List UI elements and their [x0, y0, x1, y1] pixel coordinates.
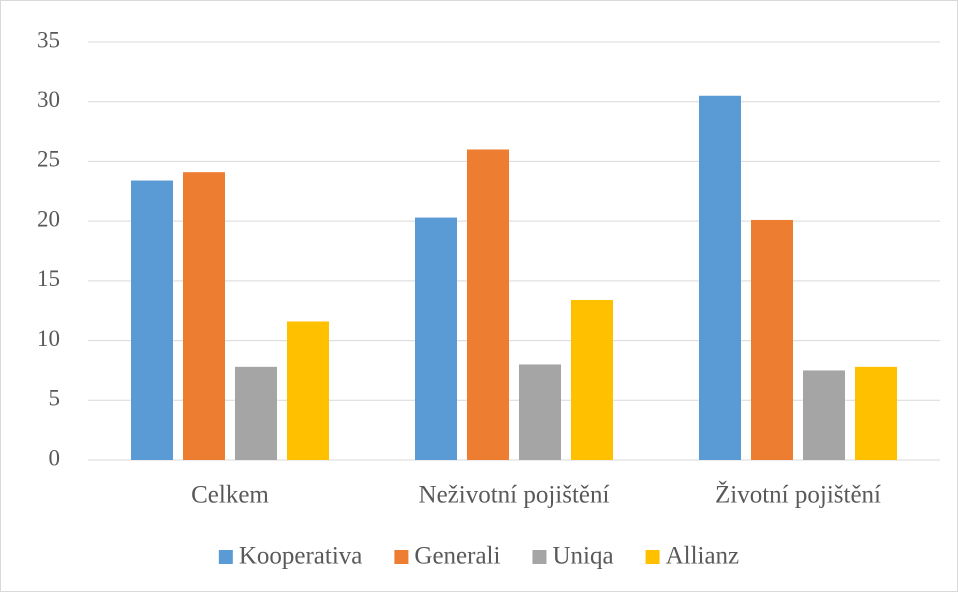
x-tick-label: Neživotní pojištění — [419, 482, 610, 509]
bar — [803, 370, 845, 460]
bar — [571, 299, 613, 460]
bar — [751, 219, 793, 460]
legend-swatch — [645, 550, 660, 564]
legend-label: Allianz — [666, 543, 740, 570]
legend-label: Uniqa — [552, 543, 613, 570]
legend-swatch — [394, 550, 409, 564]
y-tick-label: 10 — [37, 326, 60, 351]
y-tick-label: 30 — [37, 87, 60, 112]
legend-label: Kooperativa — [239, 543, 363, 570]
bar — [519, 364, 561, 460]
bar — [183, 172, 225, 461]
legend-swatch — [532, 550, 547, 564]
y-tick-label: 20 — [37, 206, 60, 231]
bar — [855, 366, 897, 460]
bar — [287, 321, 329, 460]
bar — [131, 180, 173, 460]
legend-swatch — [218, 550, 233, 564]
x-tick-label: Celkem — [191, 482, 269, 509]
legend-label: Generali — [414, 543, 500, 570]
bar — [415, 217, 457, 460]
bar — [699, 95, 741, 460]
y-tick-label: 15 — [37, 266, 60, 291]
y-tick-label: 0 — [49, 445, 61, 470]
x-tick-label: Životní pojištění — [715, 481, 881, 509]
y-tick-label: 5 — [49, 386, 61, 411]
y-tick-label: 35 — [37, 27, 60, 52]
bar — [467, 149, 509, 460]
bar — [235, 366, 277, 460]
y-tick-label: 25 — [37, 147, 60, 172]
